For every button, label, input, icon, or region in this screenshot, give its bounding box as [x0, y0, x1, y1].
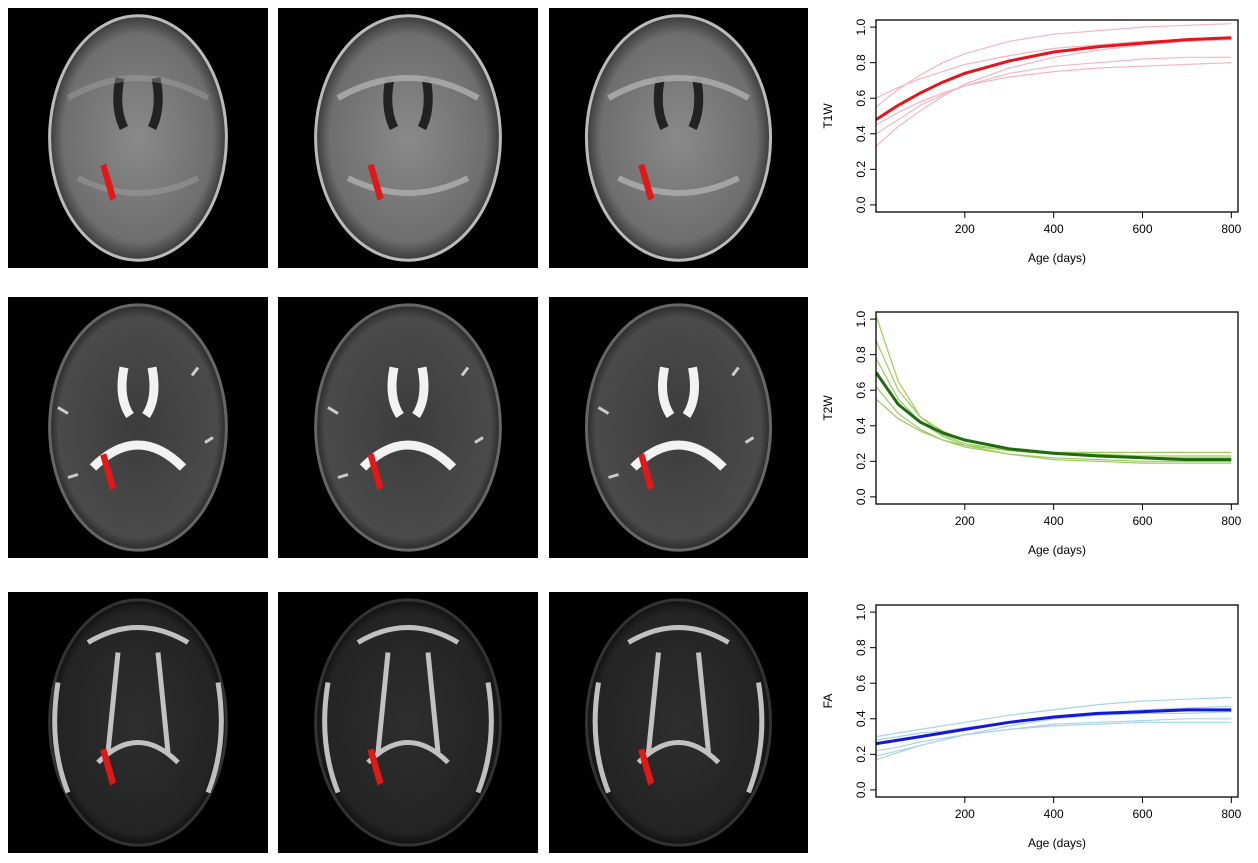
page: 0.0 0.2 0.4 0.6 0.8 1.0 200 400 600 800 Age (days)… [0, 0, 1258, 863]
y-tick-label: 0.0 [854, 781, 868, 798]
y-tick-label: 0.6 [854, 90, 868, 107]
brain [316, 305, 501, 550]
y-tick-label: 1.0 [854, 603, 868, 620]
brain [50, 600, 227, 845]
x-tick-label: 800 [1221, 807, 1241, 821]
mri-image [549, 297, 808, 558]
mri-image [8, 592, 268, 853]
y-tick-label: 1.0 [854, 310, 868, 327]
subject-line [876, 40, 1231, 147]
y-tick-label: 0.8 [854, 346, 868, 363]
mri-image [278, 8, 538, 268]
mri-image [8, 297, 268, 558]
subject-line [876, 57, 1231, 134]
plot-frame [876, 312, 1238, 504]
y-tick-label: 0.8 [854, 639, 868, 656]
mean-line [876, 38, 1231, 120]
brain [586, 600, 770, 845]
y-tick-label: 0.0 [854, 196, 868, 213]
y-tick-label: 0.2 [854, 161, 868, 178]
x-tick-label: 200 [955, 222, 975, 236]
mri-image [549, 592, 808, 853]
x-axis-label: Age (days) [1028, 251, 1086, 265]
y-tick-label: 0.4 [854, 417, 868, 434]
x-tick-label: 400 [1044, 514, 1064, 528]
figure: 0.0 0.2 0.4 0.6 0.8 1.0 200 400 600 800 Age (days)… [0, 0, 1258, 863]
plot-frame [876, 605, 1238, 797]
plot-frame [876, 20, 1238, 212]
subject-line [876, 722, 1231, 756]
y-axis-label: T2W [821, 395, 835, 421]
x-tick-label: 600 [1132, 222, 1152, 236]
x-tick-label: 400 [1044, 222, 1064, 236]
brain [50, 305, 227, 550]
brain [316, 16, 501, 260]
x-tick-label: 400 [1044, 807, 1064, 821]
y-tick-label: 0.2 [854, 453, 868, 470]
x-tick-label: 800 [1221, 222, 1241, 236]
y-axis-label: T1W [821, 103, 835, 129]
x-tick-label: 200 [955, 807, 975, 821]
y-axis-label: FA [821, 694, 835, 709]
x-tick-label: 800 [1221, 514, 1241, 528]
brain [586, 305, 770, 550]
x-tick-label: 600 [1132, 514, 1152, 528]
mri-image [8, 8, 268, 268]
subject-line [876, 706, 1231, 759]
subject-line [876, 340, 1231, 456]
brain [50, 16, 227, 260]
y-tick-label: 0.8 [854, 54, 868, 71]
x-axis-label: Age (days) [1028, 543, 1086, 557]
y-tick-label: 1.0 [854, 18, 868, 35]
subject-line [876, 358, 1231, 463]
x-tick-label: 600 [1132, 807, 1152, 821]
brain [316, 600, 501, 845]
brain [586, 16, 770, 260]
mri-image [278, 297, 538, 558]
y-tick-label: 0.4 [854, 710, 868, 727]
subject-line [876, 63, 1231, 125]
x-axis-label: Age (days) [1028, 836, 1086, 850]
mri-image [549, 8, 808, 268]
y-tick-label: 0.2 [854, 746, 868, 763]
subject-line [876, 316, 1231, 458]
x-tick-label: 200 [955, 514, 975, 528]
mri-image [278, 592, 538, 853]
y-tick-label: 0.6 [854, 382, 868, 399]
y-tick-label: 0.4 [854, 125, 868, 142]
mean-line [876, 710, 1231, 744]
y-tick-label: 0.6 [854, 675, 868, 692]
y-tick-label: 0.0 [854, 488, 868, 505]
mean-line [876, 372, 1231, 459]
